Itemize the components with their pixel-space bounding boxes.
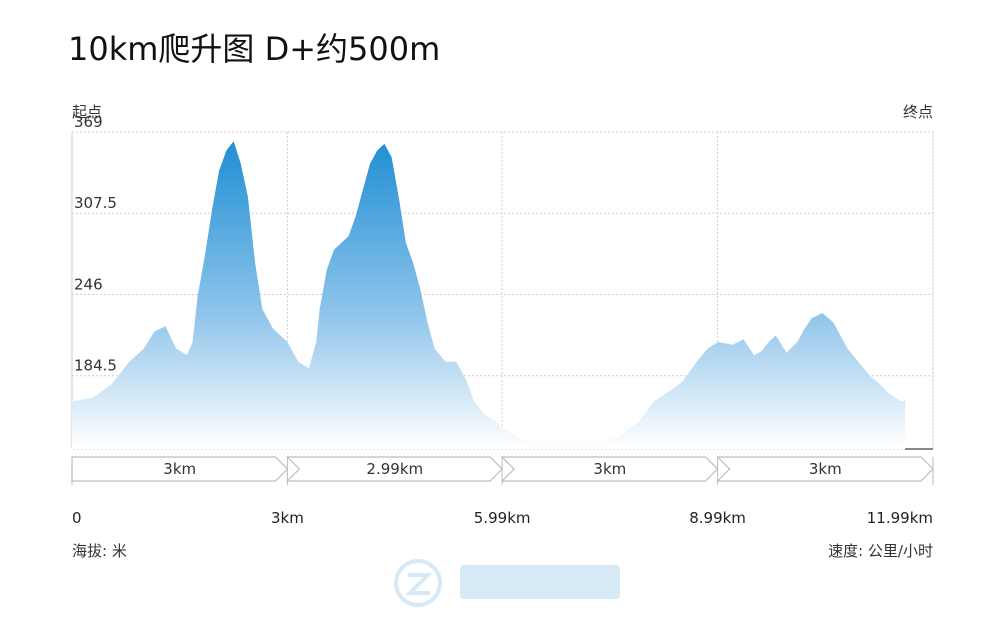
x-tick-label: 11.99km bbox=[866, 509, 933, 527]
segment-box bbox=[716, 456, 934, 482]
speed-unit-label: 速度: 公里/小时 bbox=[828, 542, 933, 560]
x-tick-label: 3km bbox=[271, 509, 304, 527]
end-label: 终点 bbox=[902, 103, 933, 121]
x-tick-label: 0 bbox=[72, 509, 82, 527]
page-title: 10km爬升图 D+约500m bbox=[68, 30, 441, 68]
altitude-unit-label: 海拔: 米 bbox=[72, 542, 127, 560]
x-tick-label: 5.99km bbox=[473, 509, 531, 527]
segment-label: 3km bbox=[809, 460, 842, 478]
watermark-logo bbox=[394, 559, 620, 607]
segment-box bbox=[500, 456, 719, 482]
x-tick-label: 8.99km bbox=[689, 509, 746, 527]
segment-box bbox=[285, 456, 503, 482]
y-tick-label: 307.5 bbox=[74, 194, 117, 212]
y-tick-label: 184.5 bbox=[74, 357, 117, 375]
y-tick-label: 246 bbox=[74, 275, 103, 293]
start-label: 起点 bbox=[72, 103, 103, 121]
segment-label: 2.99km bbox=[366, 460, 423, 478]
elevation-area bbox=[72, 141, 905, 449]
y-tick-label: 369 bbox=[74, 113, 103, 131]
segment-label: 3km bbox=[593, 460, 626, 478]
segment-label: 3km bbox=[163, 460, 196, 478]
